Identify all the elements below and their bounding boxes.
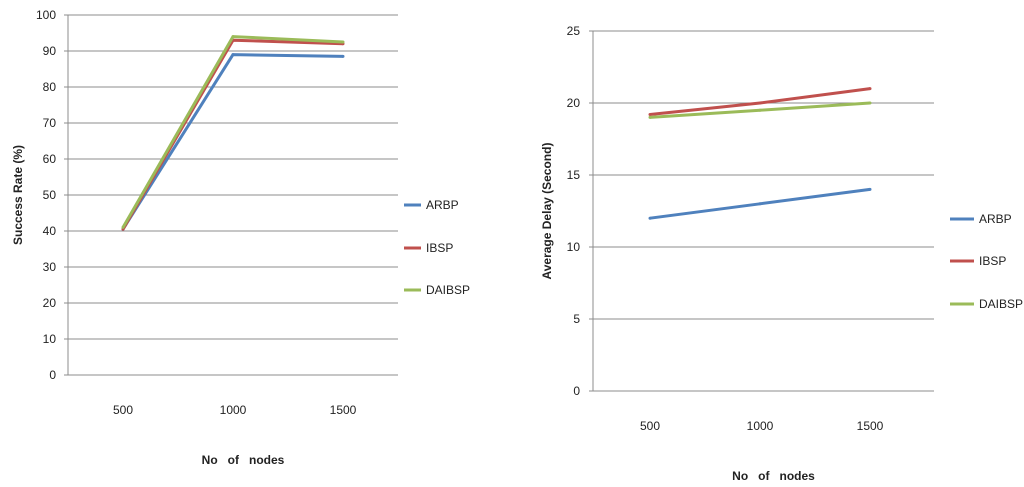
y-axis-title: Average Delay (Second) [540,143,554,280]
data-point [648,216,652,220]
data-point [868,101,872,105]
data-point [868,187,872,191]
y-tick-label: 80 [43,80,57,94]
y-tick-label: 30 [43,260,57,274]
y-tick-label: 0 [49,368,56,382]
legend-label: ARBP [979,212,1012,226]
x-axis-title: No of nodes [202,453,285,467]
y-tick-label: 60 [43,152,57,166]
y-tick-label: 10 [567,240,581,254]
legend-label: IBSP [979,254,1006,268]
series-line-daibsp [121,35,344,229]
y-tick-label: 25 [567,24,581,38]
y-tick-label: 90 [43,44,57,58]
x-axis-title: No of nodes [732,469,815,483]
series-line-arbp [121,53,344,230]
y-tick-label: 0 [573,384,580,398]
data-point [341,54,345,58]
x-tick-label: 500 [640,419,660,433]
legend-label: DAIBSP [979,297,1023,311]
y-tick-label: 15 [567,168,581,182]
data-point [758,202,762,206]
data-point [758,108,762,112]
x-tick-label: 500 [113,403,133,417]
legend-label: IBSP [426,241,453,255]
average-delay-chart: 0 5 10 15 20 25 500 1000 1500 No of nodes Average … [540,24,1023,483]
y-tick-label: 5 [573,312,580,326]
series-line-ibsp [121,38,344,230]
data-point [341,40,345,44]
legend-label: DAIBSP [426,283,470,297]
success-rate-chart: 0 10 20 30 40 50 60 70 80 90 100 500 1000 1500 No of n… [11,8,470,467]
legend-label: ARBP [426,198,459,212]
y-tick-label: 20 [567,96,581,110]
x-tick-label: 1500 [857,419,884,433]
y-tick-label: 70 [43,116,57,130]
y-axis-title: Success Rate (%) [11,145,25,245]
y-tick-label: 40 [43,224,57,238]
data-point [231,35,235,39]
x-tick-label: 1500 [330,403,357,417]
data-point [121,225,125,229]
legend: ARBP IBSP DAIBSP [404,198,470,297]
y-tick-label: 20 [43,296,57,310]
data-point [648,113,652,116]
data-point [758,101,762,105]
legend: ARBP IBSP DAIBSP [950,212,1023,311]
y-tick-label: 10 [43,332,57,346]
y-tick-label: 50 [43,188,57,202]
x-tick-label: 1000 [747,419,774,433]
x-tick-label: 1000 [220,403,247,417]
data-point [231,53,235,57]
y-tick-label: 100 [36,8,56,22]
data-point [868,87,872,91]
data-point [648,115,652,119]
